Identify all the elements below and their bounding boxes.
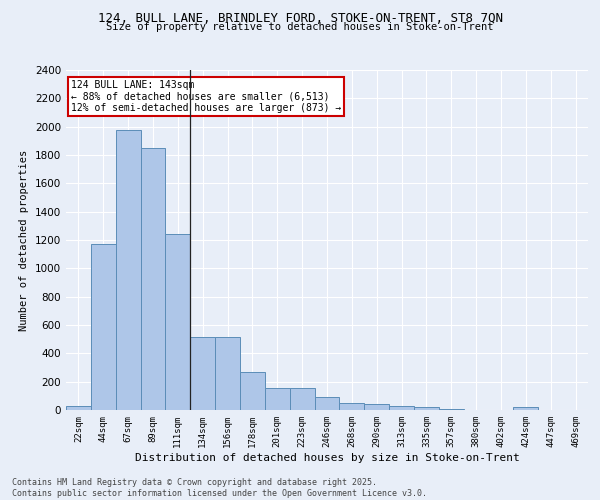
Text: 124, BULL LANE, BRINDLEY FORD, STOKE-ON-TRENT, ST8 7QN: 124, BULL LANE, BRINDLEY FORD, STOKE-ON-… <box>97 12 503 26</box>
Bar <box>116 130 140 410</box>
Text: 124 BULL LANE: 143sqm
← 88% of detached houses are smaller (6,513)
12% of semi-d: 124 BULL LANE: 143sqm ← 88% of detached … <box>71 80 341 114</box>
X-axis label: Distribution of detached houses by size in Stoke-on-Trent: Distribution of detached houses by size … <box>134 452 520 462</box>
Text: Size of property relative to detached houses in Stoke-on-Trent: Size of property relative to detached ho… <box>106 22 494 32</box>
Bar <box>190 337 215 410</box>
Bar <box>265 388 290 410</box>
Bar <box>514 407 538 410</box>
Bar <box>240 372 265 410</box>
Bar <box>290 388 314 410</box>
Bar <box>66 406 91 410</box>
Y-axis label: Number of detached properties: Number of detached properties <box>19 150 29 330</box>
Bar <box>389 406 414 410</box>
Bar <box>414 407 439 410</box>
Bar <box>364 404 389 410</box>
Bar <box>166 234 190 410</box>
Bar <box>91 244 116 410</box>
Bar <box>314 397 340 410</box>
Bar <box>340 403 364 410</box>
Text: Contains HM Land Registry data © Crown copyright and database right 2025.
Contai: Contains HM Land Registry data © Crown c… <box>12 478 427 498</box>
Bar <box>215 337 240 410</box>
Bar <box>140 148 166 410</box>
